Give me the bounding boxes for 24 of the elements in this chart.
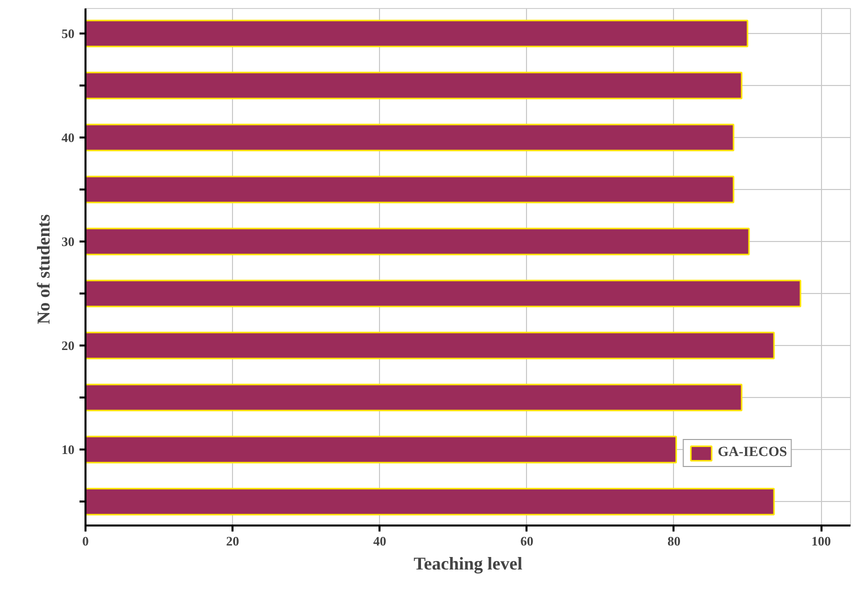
x-tick-label: 80 — [667, 534, 680, 548]
y-tick-label: 40 — [62, 130, 74, 145]
bar — [86, 332, 775, 360]
bar — [86, 124, 734, 152]
y-axis-title: No of students — [34, 214, 54, 324]
bar — [86, 384, 742, 412]
x-tick-label: 60 — [520, 534, 534, 548]
y-tick-label: 10 — [62, 442, 74, 458]
bar — [86, 72, 742, 100]
bar — [86, 280, 802, 308]
y-tick-label: 30 — [62, 234, 74, 250]
x-tick-label: 100 — [811, 534, 831, 548]
x-tick-label: 20 — [226, 534, 240, 548]
bar — [86, 20, 748, 48]
bar — [86, 488, 775, 516]
y-tick-label: 20 — [62, 338, 74, 354]
x-axis-title: Teaching level — [414, 554, 522, 574]
bar — [86, 436, 677, 464]
legend-label: GA-IECOS — [718, 445, 787, 461]
bar — [86, 176, 734, 204]
x-tick-label: 40 — [373, 534, 386, 548]
bar — [86, 228, 750, 256]
y-tick-label: 50 — [62, 26, 74, 41]
x-tick-label: 0 — [82, 534, 89, 548]
